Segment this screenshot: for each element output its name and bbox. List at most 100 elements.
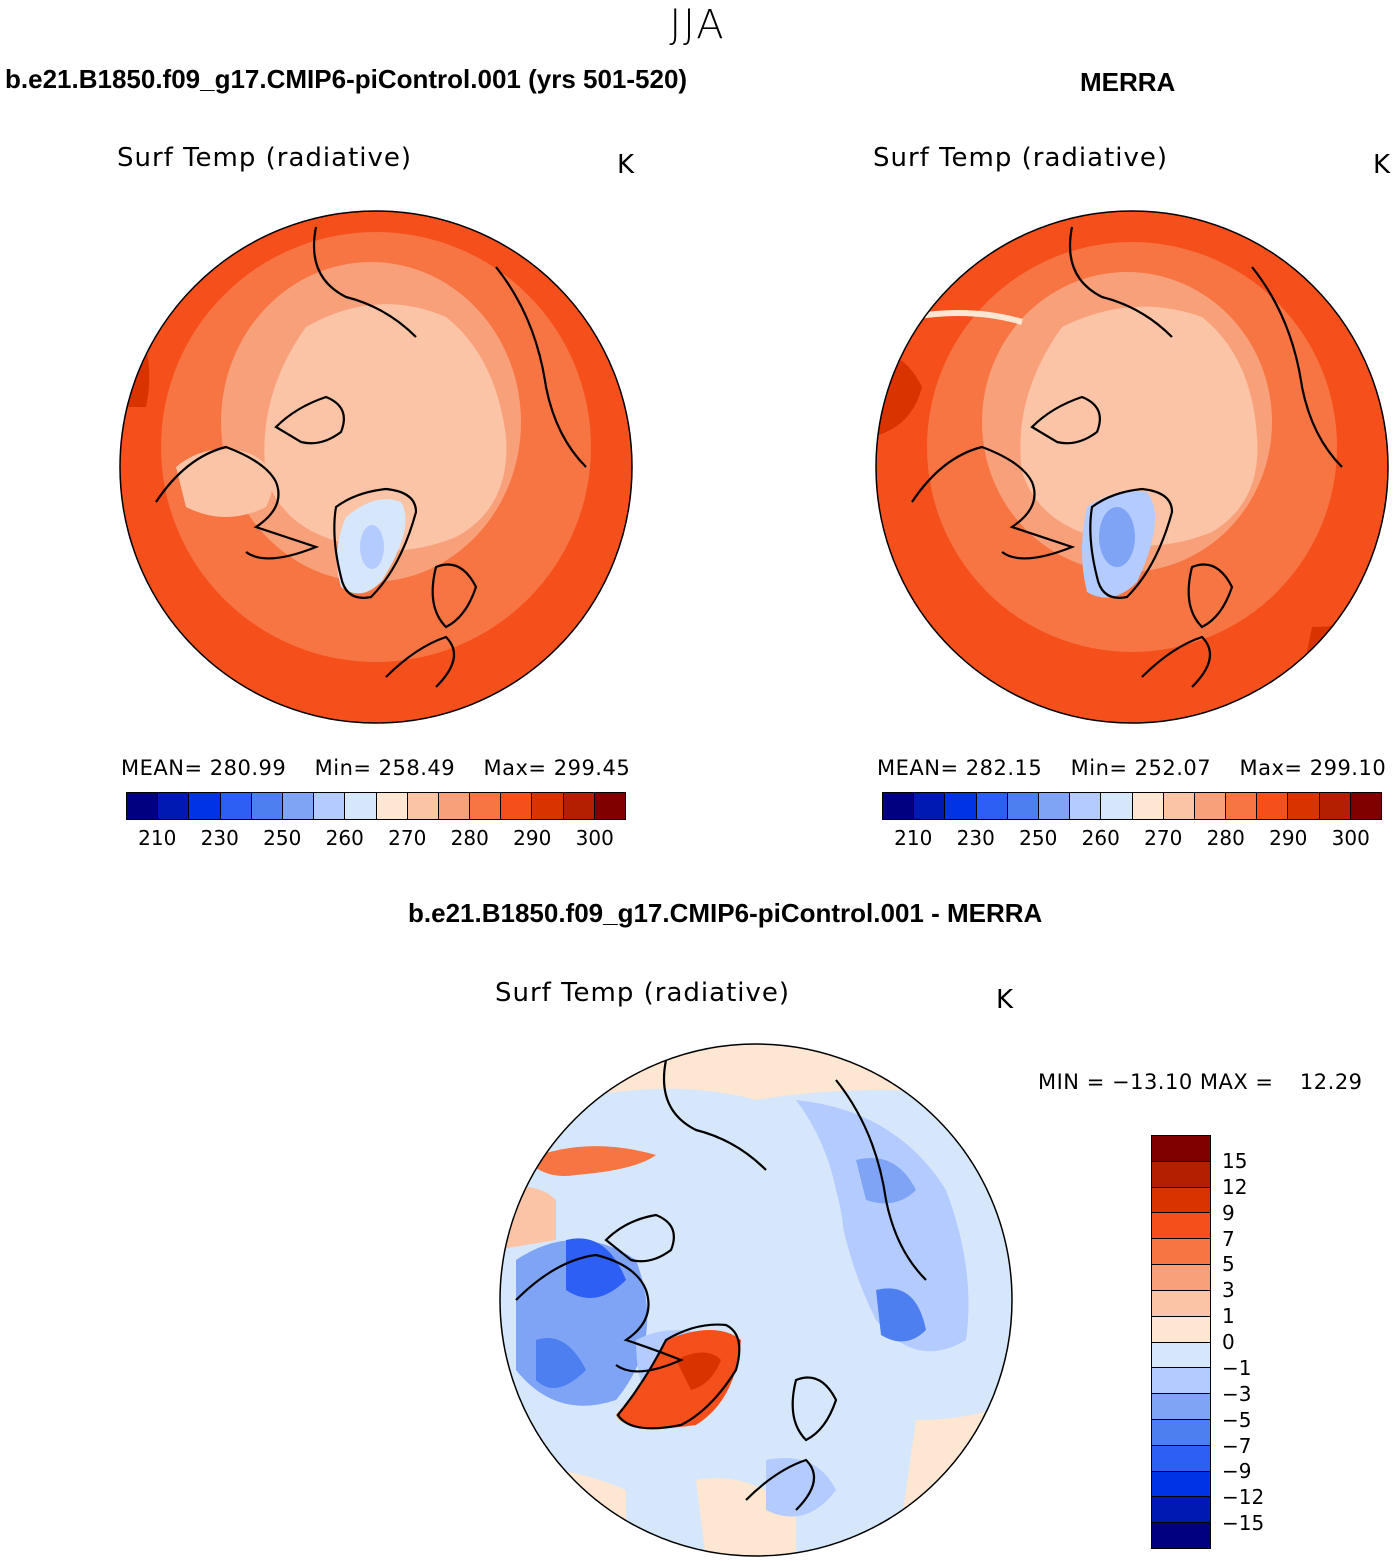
colorbar-tick-label: 210 bbox=[138, 826, 177, 850]
model-max-label: Max= bbox=[483, 756, 547, 780]
colorbar-swatch bbox=[1152, 1394, 1210, 1420]
colorbar-swatch bbox=[282, 793, 315, 819]
colorbar-tick-label: 250 bbox=[1019, 826, 1058, 850]
colorbar-swatch bbox=[127, 793, 159, 819]
diff-max-label: MAX = bbox=[1199, 1070, 1274, 1094]
model-variable-label: Surf Temp (radiative) bbox=[117, 143, 413, 173]
colorbar-swatch bbox=[1194, 793, 1227, 819]
colorbar-swatch bbox=[1101, 793, 1133, 819]
colorbar-tick-label: 260 bbox=[325, 826, 364, 850]
colorbar-swatch bbox=[1038, 793, 1071, 819]
colorbar-swatch bbox=[189, 793, 221, 819]
colorbar-swatch bbox=[1070, 793, 1102, 819]
model-mean-value: 280.99 bbox=[209, 756, 287, 780]
diff-units-label: K bbox=[996, 985, 1015, 1015]
model-panel-title: b.e21.B1850.f09_g17.CMIP6-piControl.001 … bbox=[5, 64, 688, 94]
colorbar-swatch bbox=[1226, 793, 1258, 819]
obs-panel-title: MERRA bbox=[1080, 67, 1176, 97]
colorbar-swatch bbox=[1319, 793, 1351, 819]
colorbar-tick-label: −15 bbox=[1222, 1511, 1265, 1536]
colorbar-swatch bbox=[1007, 793, 1039, 819]
colorbar-swatch bbox=[594, 793, 625, 819]
colorbar-swatch bbox=[1152, 1136, 1210, 1162]
model-units-label: K bbox=[617, 150, 636, 180]
colorbar-tick-label: 210 bbox=[894, 826, 933, 850]
diff-polar-map bbox=[499, 1043, 1013, 1557]
obs-min-label: Min= bbox=[1070, 756, 1128, 780]
colorbar-tick-label: 9 bbox=[1222, 1200, 1235, 1225]
colorbar-swatch bbox=[1152, 1316, 1210, 1343]
obs-max-value: 299.10 bbox=[1309, 756, 1387, 780]
colorbar-swatch bbox=[251, 793, 283, 819]
model-colorbar-labels: 210 230 250 260 270 280 290 300 bbox=[126, 826, 626, 852]
obs-stats: MEAN= 282.15 Min= 252.07 Max= 299.10 bbox=[877, 756, 1386, 780]
colorbar-swatch bbox=[1152, 1239, 1210, 1266]
colorbar-swatch bbox=[438, 793, 471, 819]
colorbar-swatch bbox=[563, 793, 595, 819]
colorbar-swatch bbox=[1152, 1419, 1210, 1446]
colorbar-swatch bbox=[1152, 1471, 1210, 1498]
colorbar-tick-label: 5 bbox=[1222, 1252, 1235, 1277]
diff-min-value: −13.10 bbox=[1111, 1070, 1193, 1094]
obs-max-label: Max= bbox=[1239, 756, 1303, 780]
colorbar-swatch bbox=[1257, 793, 1289, 819]
colorbar-swatch bbox=[1152, 1523, 1210, 1548]
obs-polar-map bbox=[875, 210, 1389, 724]
colorbar-swatch bbox=[1152, 1161, 1210, 1188]
colorbar-swatch bbox=[1163, 793, 1195, 819]
colorbar-swatch bbox=[1350, 793, 1381, 819]
colorbar-tick-label: 1 bbox=[1222, 1304, 1235, 1329]
colorbar-swatch bbox=[1152, 1368, 1210, 1395]
colorbar-swatch bbox=[220, 793, 252, 819]
colorbar-swatch bbox=[158, 793, 190, 819]
colorbar-tick-label: −3 bbox=[1222, 1381, 1252, 1406]
diff-stats: MIN = −13.10 MAX = 12.29 bbox=[1038, 1070, 1363, 1094]
colorbar-tick-label: −5 bbox=[1222, 1407, 1252, 1432]
season-title: JJA bbox=[669, 2, 726, 48]
colorbar-swatch bbox=[376, 793, 408, 819]
colorbar-tick-label: 15 bbox=[1222, 1148, 1248, 1173]
colorbar-swatch bbox=[976, 793, 1008, 819]
model-stats: MEAN= 280.99 Min= 258.49 Max= 299.45 bbox=[121, 756, 630, 780]
colorbar-tick-label: 12 bbox=[1222, 1174, 1248, 1199]
colorbar-swatch bbox=[1152, 1445, 1210, 1472]
colorbar-tick-label: 300 bbox=[575, 826, 614, 850]
model-polar-map bbox=[119, 210, 633, 724]
diff-min-label: MIN = bbox=[1038, 1070, 1105, 1094]
colorbar-tick-label: 230 bbox=[956, 826, 995, 850]
colorbar-tick-label: 290 bbox=[1269, 826, 1308, 850]
colorbar-swatch bbox=[345, 793, 377, 819]
colorbar-tick-label: 250 bbox=[263, 826, 302, 850]
colorbar-tick-label: 270 bbox=[1144, 826, 1183, 850]
colorbar-tick-label: 270 bbox=[388, 826, 427, 850]
colorbar-swatch bbox=[1132, 793, 1164, 819]
colorbar-tick-label: 280 bbox=[450, 826, 489, 850]
obs-variable-label: Surf Temp (radiative) bbox=[873, 143, 1169, 173]
diff-max-value: 12.29 bbox=[1299, 1070, 1363, 1094]
colorbar-swatch bbox=[914, 793, 946, 819]
colorbar-swatch bbox=[532, 793, 564, 819]
obs-units-label: K bbox=[1373, 150, 1392, 180]
model-colorbar bbox=[126, 792, 626, 820]
colorbar-swatch bbox=[883, 793, 915, 819]
colorbar-tick-label: 230 bbox=[200, 826, 239, 850]
colorbar-swatch bbox=[945, 793, 977, 819]
colorbar-swatch bbox=[1152, 1213, 1210, 1240]
colorbar-tick-label: 300 bbox=[1331, 826, 1370, 850]
colorbar-tick-label: 3 bbox=[1222, 1278, 1235, 1303]
colorbar-swatch bbox=[1152, 1265, 1210, 1291]
diff-colorbar bbox=[1151, 1135, 1211, 1549]
colorbar-swatch bbox=[1152, 1497, 1210, 1524]
colorbar-tick-label: 260 bbox=[1081, 826, 1120, 850]
colorbar-swatch bbox=[1152, 1187, 1210, 1214]
colorbar-tick-label: −12 bbox=[1222, 1485, 1265, 1510]
colorbar-tick-label: −1 bbox=[1222, 1355, 1252, 1380]
colorbar-swatch bbox=[1152, 1290, 1210, 1317]
field-270-band bbox=[264, 304, 507, 551]
colorbar-tick-label: 280 bbox=[1206, 826, 1245, 850]
colorbar-swatch bbox=[501, 793, 533, 819]
obs-colorbar bbox=[882, 792, 1382, 820]
colorbar-tick-label: −9 bbox=[1222, 1459, 1252, 1484]
model-max-value: 299.45 bbox=[553, 756, 631, 780]
colorbar-tick-label: 290 bbox=[513, 826, 552, 850]
